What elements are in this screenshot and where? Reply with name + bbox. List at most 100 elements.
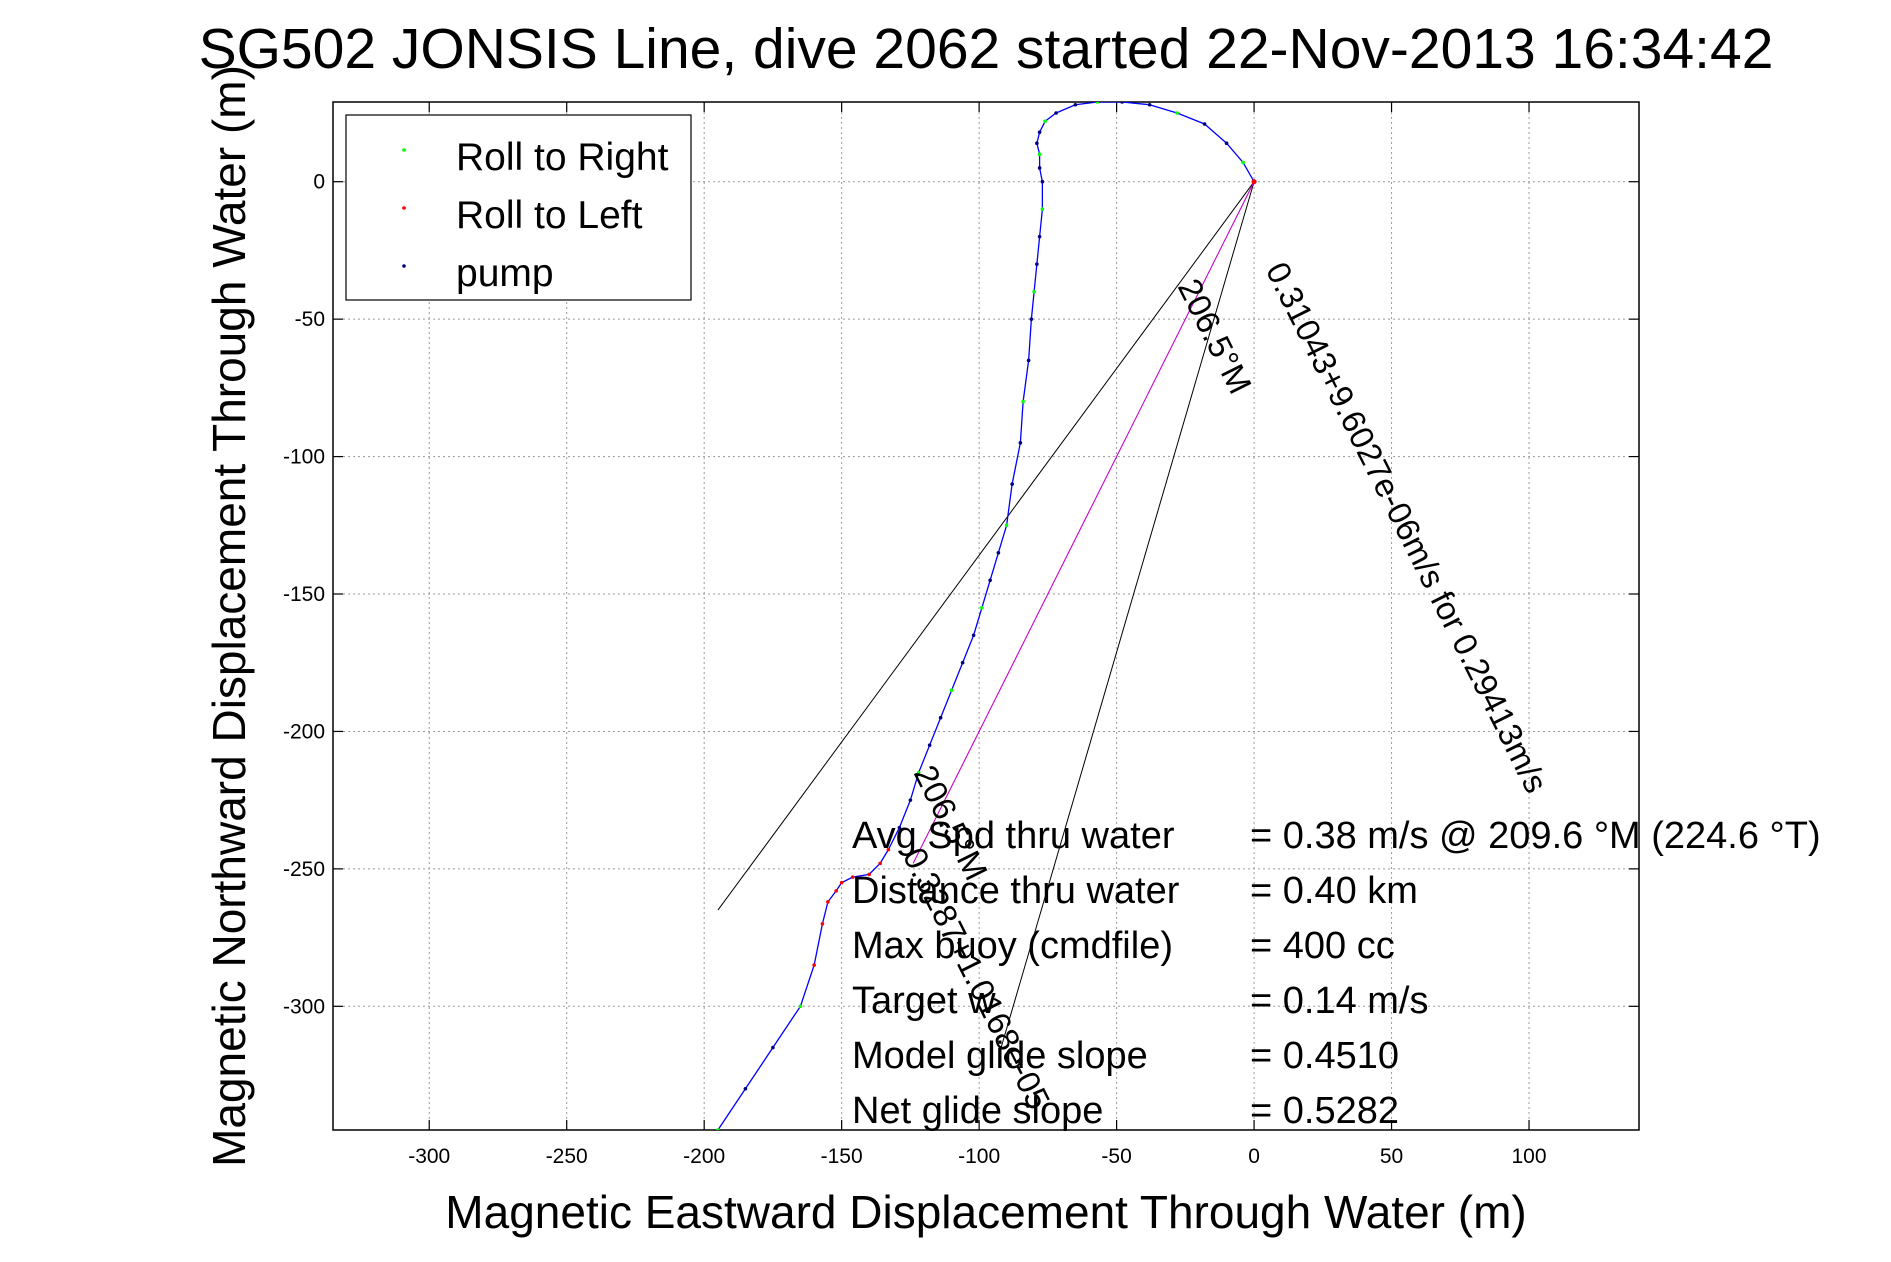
data-point <box>1037 234 1042 239</box>
chart-title: SG502 JONSIS Line, dive 2062 started 22-… <box>199 17 1774 81</box>
data-point <box>1004 523 1009 528</box>
series-line <box>912 181 1255 864</box>
data-point <box>1026 358 1031 363</box>
data-point <box>1040 207 1045 211</box>
data-point <box>1175 111 1179 115</box>
legend-label-pump: pump <box>456 252 554 295</box>
x-tick-label: 100 <box>1511 1145 1546 1168</box>
legend-marker-roll-left <box>402 206 406 210</box>
stats-block: Avg Spd thru water = 0.38 m/s @ 209.6 °M … <box>852 815 1821 1132</box>
reference-lines <box>717 181 1255 1048</box>
data-point <box>996 550 1001 555</box>
y-axis-label: Magnetic Northward Displacement Through … <box>203 65 255 1167</box>
data-point <box>1035 141 1039 146</box>
data-point <box>1073 102 1078 107</box>
y-tick-label: -300 <box>283 995 325 1018</box>
data-point <box>1037 130 1042 135</box>
y-tick-label: -200 <box>283 720 325 743</box>
data-point <box>1147 102 1152 107</box>
x-tick-label: -250 <box>546 1145 588 1168</box>
stat-value: = 0.4510 <box>1250 1035 1399 1077</box>
legend-marker-pump <box>402 264 406 268</box>
stat-label: Net glide slope <box>852 1090 1103 1132</box>
data-point <box>820 922 825 926</box>
data-point <box>716 1128 720 1130</box>
data-point <box>850 875 855 879</box>
data-point <box>916 770 921 775</box>
series-markers <box>716 102 1257 1130</box>
data-point <box>1035 262 1039 266</box>
reference-line <box>717 181 1255 911</box>
stat-value: = 400 cc <box>1250 925 1395 967</box>
x-tick-label: 0 <box>1248 1145 1260 1168</box>
data-point <box>1029 317 1034 321</box>
series-lines <box>717 102 1255 1130</box>
data-point <box>908 798 913 802</box>
stat-label: Distance thru water <box>852 870 1180 912</box>
y-tick-label: -100 <box>283 446 325 469</box>
x-tick-label: -150 <box>821 1145 863 1168</box>
stat-label: Model glide slope <box>852 1035 1148 1077</box>
axis-ticks: -300 -250 -200 -150 -100 -50 0 50 100 0 -50 -100 -15… <box>283 102 1639 1168</box>
series-line <box>717 102 1255 1130</box>
legend-label-roll-left: Roll to Left <box>456 194 643 237</box>
y-tick-label: 0 <box>313 171 325 194</box>
heading-annotation: 206.5°M <box>1171 273 1259 400</box>
y-tick-label: -250 <box>283 858 325 881</box>
data-point <box>971 633 976 638</box>
stat-value: = 0.5282 <box>1250 1090 1399 1132</box>
data-point <box>1095 102 1100 104</box>
plot-frame <box>332 101 1640 1131</box>
data-point <box>1040 179 1045 184</box>
y-tick-label: -50 <box>295 308 325 331</box>
stat-label: Max buoy (cmdfile) <box>852 925 1173 967</box>
data-point <box>1037 152 1042 157</box>
data-point <box>1202 122 1207 126</box>
legend: Roll to Right Roll to Left pump <box>345 114 692 301</box>
data-point <box>839 880 844 885</box>
data-point <box>798 1004 803 1009</box>
stat-value: = 0.40 km <box>1250 870 1418 912</box>
data-point <box>878 861 882 866</box>
stat-label: Avg Spd thru water <box>852 815 1175 857</box>
data-point <box>960 660 965 665</box>
data-point <box>980 605 984 610</box>
data-point <box>1043 119 1047 124</box>
data-point <box>1120 102 1124 104</box>
data-point <box>1021 399 1025 404</box>
origin-point <box>1251 179 1257 185</box>
heading-annotation: 0.31043+9.6027e-06m/s for 0.29413m/s <box>1259 256 1555 798</box>
data-point <box>826 900 830 904</box>
data-point <box>988 578 992 583</box>
y-tick-label: -150 <box>283 583 325 606</box>
data-point <box>1010 482 1014 486</box>
reference-line <box>1000 181 1255 1048</box>
legend-marker-roll-right <box>402 148 406 152</box>
data-point <box>771 1045 775 1050</box>
data-point <box>1054 111 1058 115</box>
data-point <box>927 743 932 747</box>
data-point <box>949 688 954 693</box>
data-point <box>867 872 871 877</box>
x-tick-label: 50 <box>1380 1145 1403 1168</box>
data-point <box>834 889 838 893</box>
x-tick-label: -200 <box>683 1145 725 1168</box>
data-point <box>1032 289 1036 294</box>
data-point <box>1018 441 1023 445</box>
legend-label-roll-right: Roll to Right <box>456 136 669 179</box>
data-point <box>1241 160 1245 165</box>
data-point <box>938 715 943 720</box>
stat-value: = 0.14 m/s <box>1250 980 1428 1022</box>
data-point <box>743 1086 748 1091</box>
stat-label: Target w <box>852 980 996 1022</box>
data-point <box>1037 166 1042 170</box>
x-tick-label: -100 <box>958 1145 1000 1168</box>
data-point <box>1224 141 1229 146</box>
data-point <box>886 847 891 852</box>
stat-value: = 0.38 m/s @ 209.6 °M (224.6 °T) <box>1250 815 1821 857</box>
x-tick-label: -300 <box>408 1145 450 1168</box>
data-point <box>897 825 902 830</box>
x-axis-label: Magnetic Eastward Displacement Through W… <box>445 1186 1526 1238</box>
data-point <box>812 963 816 967</box>
x-tick-label: -50 <box>1101 1145 1131 1168</box>
